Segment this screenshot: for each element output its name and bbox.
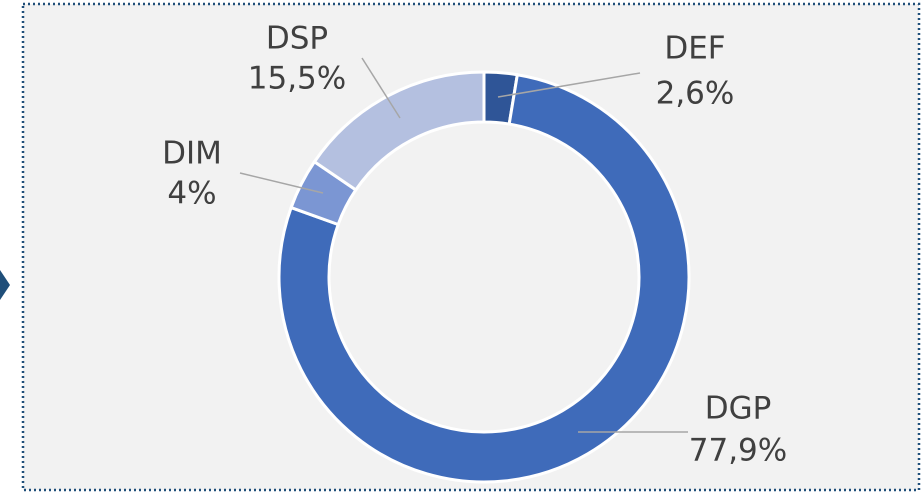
donut-segment [312, 70, 486, 192]
value-label: 15,5% [248, 61, 346, 97]
category-label: DSP [266, 21, 328, 57]
value-label: 2,6% [656, 76, 735, 112]
category-label: DIM [162, 136, 222, 172]
donut-segment [277, 73, 691, 484]
value-label: 77,9% [689, 433, 787, 469]
arrow-chevron [0, 270, 10, 300]
leader-line [361, 57, 401, 119]
value-label: 4% [167, 176, 216, 212]
category-label: DEF [664, 31, 725, 67]
leader-line [497, 72, 641, 98]
category-label: DGP [705, 391, 772, 427]
leader-line [239, 172, 324, 194]
